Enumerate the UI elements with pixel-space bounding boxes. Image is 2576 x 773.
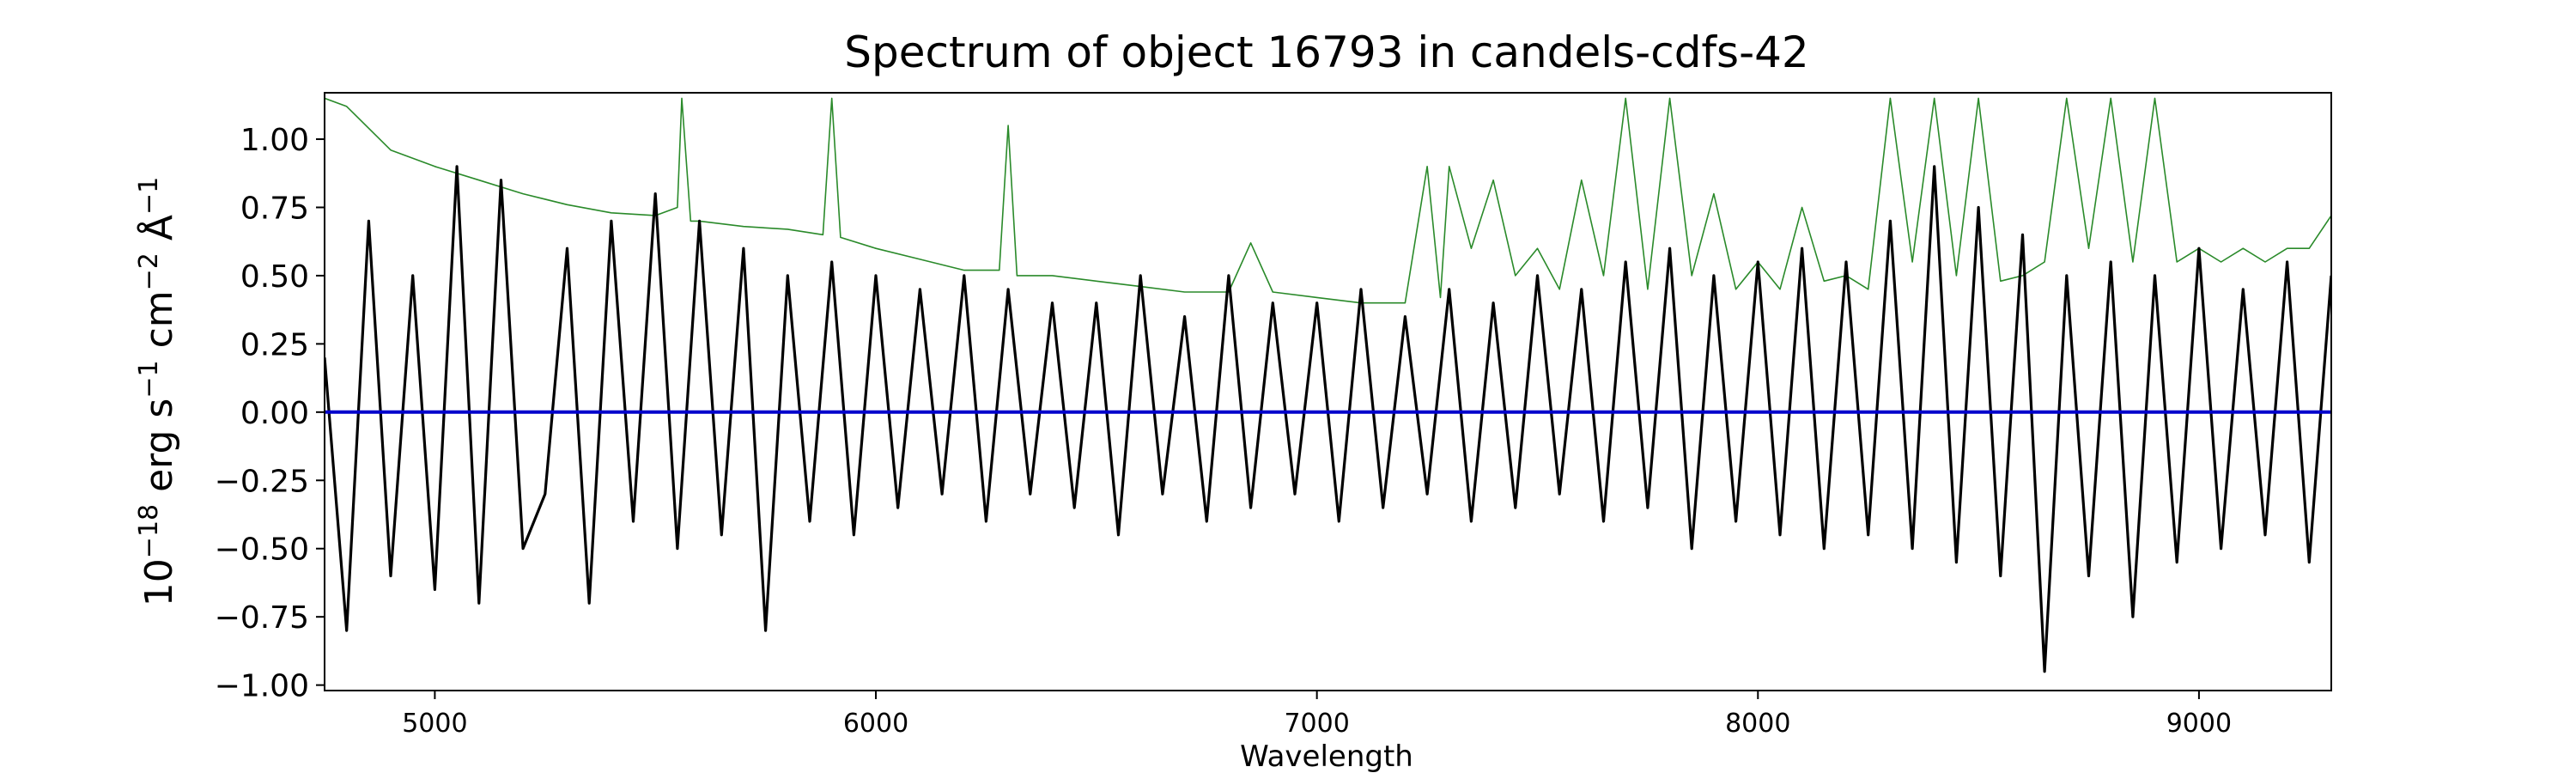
x-tick-label: 7000 (1284, 709, 1349, 739)
series-layer (325, 97, 2331, 673)
y-tick-label: 0.75 (240, 191, 309, 226)
y-tick-label: −0.75 (215, 600, 309, 636)
x-axis-label: Wavelength (1240, 740, 1413, 773)
y-tick-label: 0.50 (240, 259, 309, 295)
ylabel-unit-angstrom: Å (136, 215, 181, 253)
ylabel-exp-angstrom: −1 (134, 177, 164, 215)
x-tick-label: 8000 (1725, 709, 1790, 739)
y-tick-label: −0.25 (215, 464, 309, 499)
y-tick-label: 0.00 (240, 396, 309, 431)
y-tick-label: −1.00 (215, 669, 309, 704)
x-axis: 5000 6000 7000 8000 9000 (402, 691, 2232, 739)
x-tick-label: 5000 (402, 709, 467, 739)
chart-title: Spectrum of object 16793 in candels-cdfs… (844, 27, 1809, 77)
ylabel-exp-cm: −2 (134, 253, 164, 290)
x-tick-label: 9000 (2166, 709, 2232, 739)
ylabel-unit-erg-s: erg s (137, 399, 181, 504)
y-tick-label: 1.00 (240, 123, 309, 158)
ylabel-exp-s: −1 (134, 360, 164, 398)
plot-frame (324, 92, 2332, 691)
error-series-line (325, 97, 2331, 304)
y-axis-label: 10−18 erg s−1 cm−2 Å−1 (134, 177, 182, 606)
ylabel-base: 10 (137, 558, 181, 606)
y-tick-label: 0.25 (240, 327, 309, 362)
ylabel-unit-cm: cm (137, 290, 181, 360)
y-axis: 1.00 0.75 0.50 0.25 0.00 −0.25 −0.50 −0.75 −1.00 (215, 123, 325, 704)
y-tick-label: −0.50 (215, 533, 309, 568)
x-tick-label: 6000 (843, 709, 908, 739)
ylabel-exp-scale: −18 (134, 504, 164, 558)
